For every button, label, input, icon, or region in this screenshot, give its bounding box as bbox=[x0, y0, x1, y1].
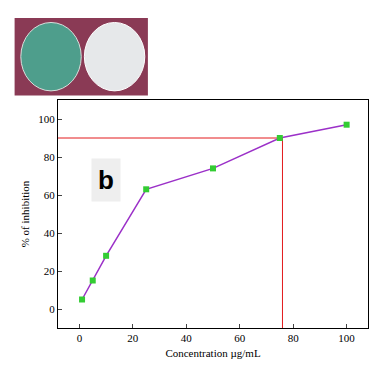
svg-text:100: 100 bbox=[338, 332, 355, 344]
svg-text:60: 60 bbox=[234, 332, 246, 344]
svg-text:b: b bbox=[98, 165, 114, 195]
svg-text:80: 80 bbox=[288, 332, 300, 344]
svg-text:80: 80 bbox=[44, 151, 56, 163]
svg-text:40: 40 bbox=[44, 227, 56, 239]
svg-text:0: 0 bbox=[49, 303, 55, 315]
svg-text:20: 20 bbox=[44, 265, 56, 277]
svg-text:% of inhibition: % of inhibition bbox=[19, 180, 31, 247]
svg-text:100: 100 bbox=[38, 113, 55, 125]
svg-text:0: 0 bbox=[77, 332, 83, 344]
svg-text:20: 20 bbox=[127, 332, 139, 344]
svg-text:60: 60 bbox=[44, 189, 56, 201]
svg-text:Concentration µg/mL: Concentration µg/mL bbox=[165, 347, 261, 359]
svg-text:40: 40 bbox=[181, 332, 193, 344]
